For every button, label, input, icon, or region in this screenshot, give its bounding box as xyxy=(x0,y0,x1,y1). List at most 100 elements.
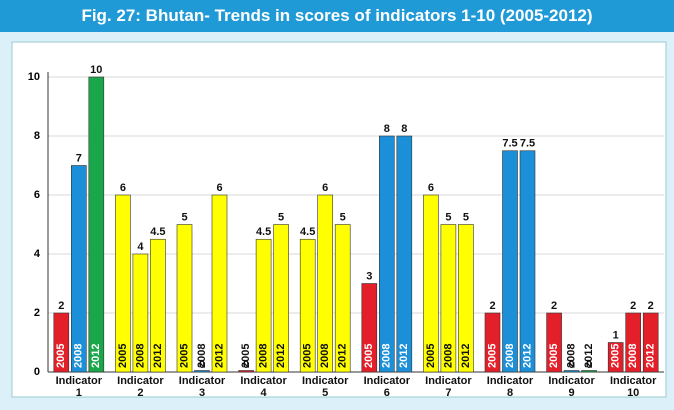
series-label: 2005 xyxy=(363,344,375,368)
bar xyxy=(546,312,562,373)
x-tick-label: Indicator 8 xyxy=(486,375,534,399)
value-label: 3 xyxy=(366,270,372,282)
y-tick-label: 0 xyxy=(34,366,40,378)
bar xyxy=(440,224,457,373)
value-label: 6 xyxy=(216,182,222,194)
y-tick-label: 2 xyxy=(34,307,40,319)
value-label: 6 xyxy=(120,182,126,194)
bar xyxy=(484,312,501,373)
bar xyxy=(255,238,272,373)
bar xyxy=(115,194,131,373)
value-label: 2 xyxy=(489,300,495,312)
value-label: 7.5 xyxy=(502,138,517,150)
series-label: 2005 xyxy=(117,344,129,368)
bar xyxy=(238,370,254,373)
bar xyxy=(317,194,334,373)
x-tick-label: Indicator 2 xyxy=(117,375,164,399)
bar xyxy=(423,194,439,373)
value-label: 0 xyxy=(569,359,575,371)
bar xyxy=(132,253,149,373)
bar xyxy=(607,342,624,373)
value-label: 2 xyxy=(648,300,654,312)
y-tick-label: 8 xyxy=(34,130,40,142)
series-label: 2005 xyxy=(548,344,560,368)
bar xyxy=(71,165,87,373)
series-label: 2012 xyxy=(645,344,657,368)
bar xyxy=(150,238,166,373)
value-label: 5 xyxy=(278,211,284,223)
value-label: 0 xyxy=(199,359,205,371)
bar xyxy=(502,150,518,373)
bar xyxy=(563,370,580,373)
value-label: 0 xyxy=(586,359,592,371)
series-label: 2012 xyxy=(583,344,595,368)
bar xyxy=(53,312,70,373)
value-label: 5 xyxy=(445,211,451,223)
series-label: 2008 xyxy=(258,344,270,368)
value-label: 5 xyxy=(463,211,469,223)
y-tick-label: 4 xyxy=(34,248,41,260)
series-label: 2005 xyxy=(425,344,437,368)
y-tick-label: 10 xyxy=(28,71,40,83)
series-label: 2008 xyxy=(134,344,146,368)
series-label: 2012 xyxy=(521,344,533,368)
series-label: 2012 xyxy=(460,344,472,368)
x-tick-label: Indicator 5 xyxy=(301,375,349,399)
series-label: 2005 xyxy=(486,344,498,368)
value-label: 2 xyxy=(630,300,636,312)
series-label: 2005 xyxy=(55,344,67,368)
series-label: 2008 xyxy=(73,344,85,368)
value-label: 4.5 xyxy=(300,226,315,238)
value-label: 7 xyxy=(76,152,82,164)
x-tick-label: Indicator 10 xyxy=(609,375,657,399)
series-label: 2008 xyxy=(566,344,578,368)
value-label: 4.5 xyxy=(256,226,271,238)
value-label: 5 xyxy=(340,211,346,223)
value-label: 0 xyxy=(243,359,249,371)
bar xyxy=(378,135,395,373)
value-label: 4 xyxy=(137,241,144,253)
x-tick-label: Indicator 7 xyxy=(425,375,472,399)
value-label: 2 xyxy=(551,300,557,312)
series-label: 2005 xyxy=(610,344,622,368)
bar xyxy=(458,224,474,373)
chart-title: Fig. 27: Bhutan- Trends in scores of ind… xyxy=(0,0,674,32)
y-tick-label: 6 xyxy=(34,189,40,201)
bar xyxy=(396,135,413,373)
series-label: 2008 xyxy=(627,344,639,368)
bar xyxy=(211,194,228,373)
series-label: 2012 xyxy=(398,344,410,368)
x-tick-label: Indicator 9 xyxy=(548,375,595,399)
bar xyxy=(299,238,316,373)
series-label: 2012 xyxy=(213,344,225,368)
value-label: 6 xyxy=(322,182,328,194)
bar xyxy=(273,224,289,373)
series-label: 2005 xyxy=(302,344,314,368)
series-label: 2008 xyxy=(381,344,393,368)
series-label: 2005 xyxy=(178,344,190,368)
value-label: 10 xyxy=(90,64,102,76)
series-label: 2008 xyxy=(504,344,516,368)
value-label: 5 xyxy=(181,211,187,223)
value-label: 4.5 xyxy=(150,226,165,238)
bar xyxy=(581,370,597,373)
x-tick-label: Indicator 1 xyxy=(55,375,103,399)
value-label: 8 xyxy=(401,123,407,135)
bar xyxy=(194,370,210,373)
bar xyxy=(361,283,378,373)
value-label: 7.5 xyxy=(520,138,535,150)
series-label: 2012 xyxy=(275,344,287,368)
bar xyxy=(176,224,193,373)
bar xyxy=(519,150,536,373)
bar xyxy=(334,224,351,373)
series-label: 2008 xyxy=(319,344,331,368)
series-label: 2012 xyxy=(90,344,102,368)
x-tick-label: Indicator 4 xyxy=(240,375,287,399)
series-label: 2005 xyxy=(240,344,252,368)
value-label: 6 xyxy=(428,182,434,194)
series-label: 2008 xyxy=(442,344,454,368)
series-label: 2008 xyxy=(196,344,208,368)
value-label: 2 xyxy=(58,300,64,312)
